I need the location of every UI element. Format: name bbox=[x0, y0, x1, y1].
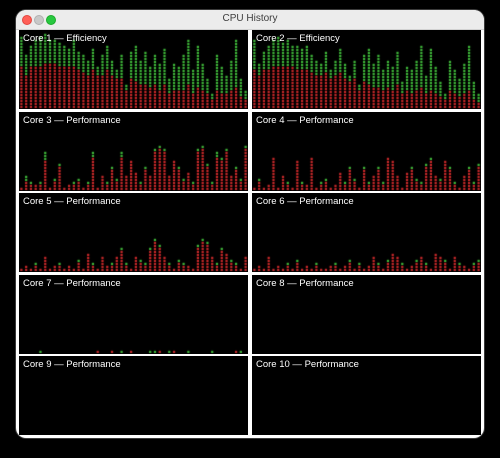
core-4-history-graph bbox=[252, 111, 481, 191]
core-4-label: Core 4 — Performance bbox=[256, 114, 354, 126]
core-5-history-graph bbox=[19, 193, 248, 272]
core-panel-4: Core 4 — Performance bbox=[252, 111, 481, 191]
core-8-label: Core 8 — Performance bbox=[256, 277, 354, 289]
core-panel-10: Core 10 — Performance bbox=[252, 356, 481, 435]
core-2-label: Core 2 — Efficiency bbox=[256, 33, 340, 44]
core-panel-7: Core 7 — Performance bbox=[19, 274, 248, 354]
core-7-label: Core 7 — Performance bbox=[23, 277, 121, 289]
close-button[interactable] bbox=[22, 15, 32, 25]
core-panel-8: Core 8 — Performance bbox=[252, 274, 481, 354]
core-9-history-graph bbox=[19, 356, 248, 435]
core-panel-5: Core 5 — Performance bbox=[19, 193, 248, 272]
core-10-history-graph bbox=[252, 356, 481, 435]
core-6-label: Core 6 — Performance bbox=[256, 196, 354, 207]
core-panel-3: Core 3 — Performance bbox=[19, 111, 248, 191]
core-grid: Core 1 — Efficiency Core 2 — Efficiency … bbox=[19, 30, 481, 435]
minimize-button[interactable] bbox=[34, 15, 44, 25]
zoom-button[interactable] bbox=[46, 15, 56, 25]
cpu-history-window: CPU History Core 1 — Efficiency Core 2 —… bbox=[16, 10, 484, 438]
window-title: CPU History bbox=[222, 13, 278, 24]
core-3-label: Core 3 — Performance bbox=[23, 114, 121, 126]
core-7-history-graph bbox=[19, 274, 248, 354]
core-2-history-graph bbox=[252, 30, 481, 109]
core-panel-1: Core 1 — Efficiency bbox=[19, 30, 248, 109]
title-bar[interactable]: CPU History bbox=[16, 10, 484, 30]
core-9-label: Core 9 — Performance bbox=[23, 359, 121, 370]
core-5-label: Core 5 — Performance bbox=[23, 196, 121, 207]
core-1-label: Core 1 — Efficiency bbox=[23, 33, 107, 44]
core-1-history-graph bbox=[19, 30, 248, 109]
core-panel-9: Core 9 — Performance bbox=[19, 356, 248, 435]
core-panel-2: Core 2 — Efficiency bbox=[252, 30, 481, 109]
core-10-label: Core 10 — Performance bbox=[256, 359, 359, 370]
core-panel-6: Core 6 — Performance bbox=[252, 193, 481, 272]
core-3-history-graph bbox=[19, 111, 248, 191]
core-6-history-graph bbox=[252, 193, 481, 272]
core-8-history-graph bbox=[252, 274, 481, 354]
